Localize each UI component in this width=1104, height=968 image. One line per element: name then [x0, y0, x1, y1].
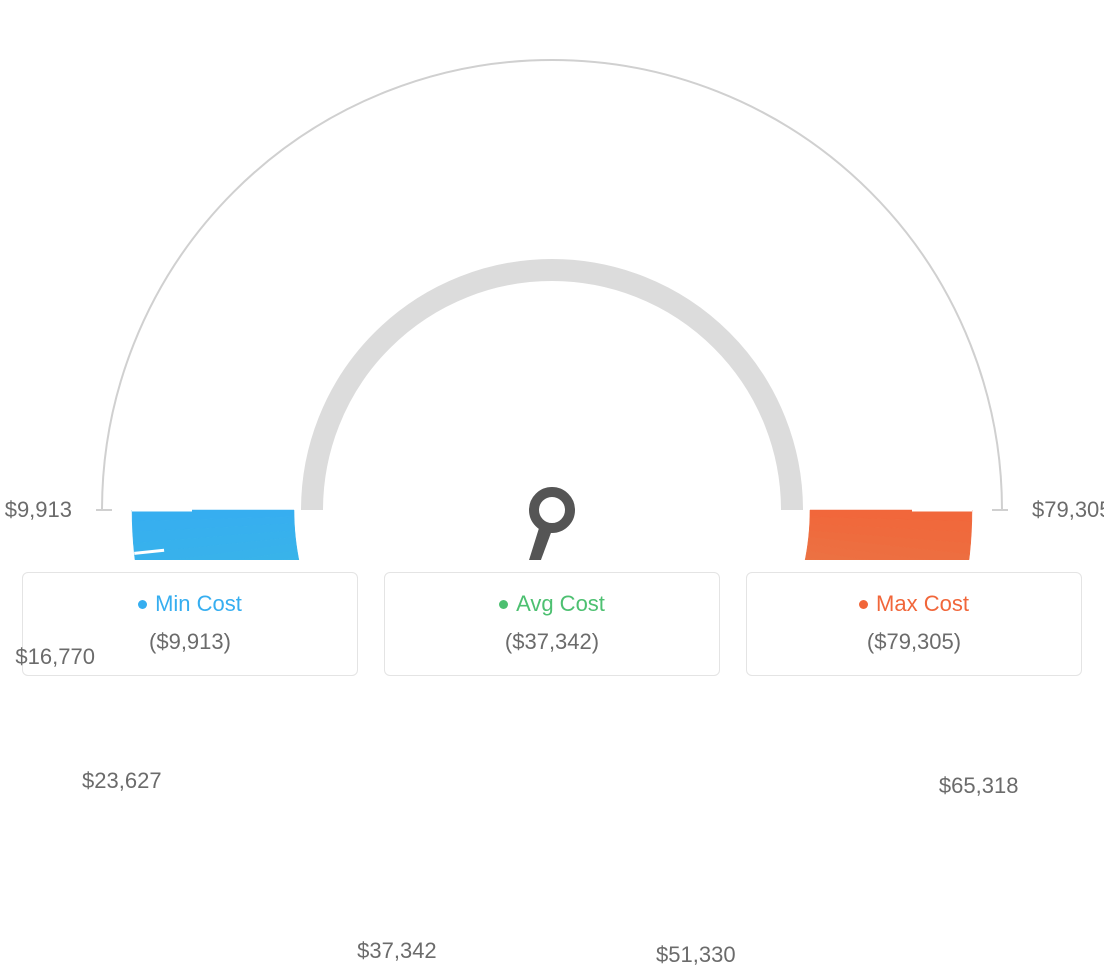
legend-title-text-max: Max Cost — [876, 591, 969, 617]
legend-dot-min — [138, 600, 147, 609]
legend-title-min: Min Cost — [138, 591, 242, 617]
legend-title-text-avg: Avg Cost — [516, 591, 605, 617]
gauge-scale-label: $23,627 — [82, 768, 162, 794]
gauge-chart: $9,913$16,770$23,627$37,342$51,330$65,31… — [22, 20, 1082, 560]
legend-card-max: Max Cost ($79,305) — [746, 572, 1082, 676]
legend-dot-max — [859, 600, 868, 609]
gauge-svg — [22, 20, 1082, 560]
gauge-scale-label: $65,318 — [939, 773, 1019, 799]
gauge-scale-label: $16,770 — [15, 644, 95, 670]
gauge-scale-label: $9,913 — [5, 497, 72, 523]
legend-dot-avg — [499, 600, 508, 609]
legend-row: Min Cost ($9,913) Avg Cost ($37,342) Max… — [22, 572, 1082, 676]
legend-card-avg: Avg Cost ($37,342) — [384, 572, 720, 676]
gauge-scale-label: $37,342 — [357, 938, 437, 964]
legend-title-max: Max Cost — [859, 591, 969, 617]
legend-title-avg: Avg Cost — [499, 591, 605, 617]
legend-title-text-min: Min Cost — [155, 591, 242, 617]
gauge-scale-label: $79,305 — [1032, 497, 1104, 523]
legend-value-max: ($79,305) — [757, 629, 1071, 655]
gauge-scale-label: $51,330 — [656, 942, 736, 968]
legend-value-avg: ($37,342) — [395, 629, 709, 655]
